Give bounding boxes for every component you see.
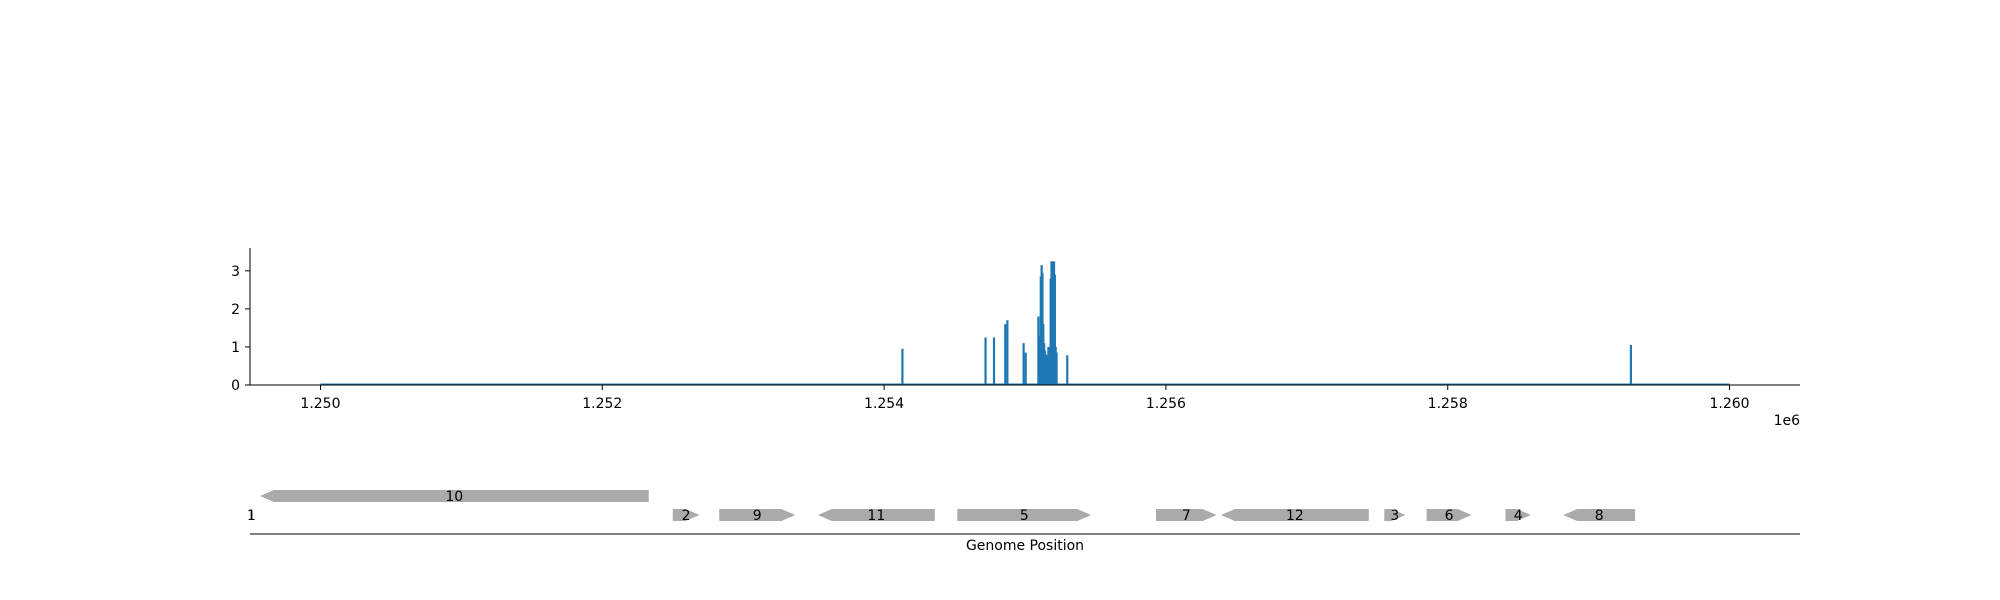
gene-arrow xyxy=(250,509,253,521)
gene-arrow xyxy=(672,509,700,521)
coverage-spikes xyxy=(901,261,1633,385)
gene-arrow xyxy=(1384,509,1406,521)
gene-arrow xyxy=(1156,509,1217,521)
x-tick-label: 1.258 xyxy=(1428,396,1468,412)
gene-arrow xyxy=(719,509,796,521)
gene-track: 1 10 2 9 11 5 7 12 3 6 4 8 Genome Position xyxy=(247,489,1800,554)
gene-label: 2 xyxy=(682,508,691,524)
y-tick-label: 1 xyxy=(231,340,240,356)
x-tick-label: 1.260 xyxy=(1709,396,1749,412)
x-axis-ticks: 1.250 1.252 1.254 1.256 1.258 1.260 xyxy=(300,385,1750,412)
gene-label: 8 xyxy=(1595,508,1604,524)
gene-label: 7 xyxy=(1182,508,1191,524)
gene-label: 11 xyxy=(867,508,885,524)
y-tick-label: 3 xyxy=(231,264,240,280)
x-tick-label: 1.252 xyxy=(582,396,622,412)
gene-arrow xyxy=(957,509,1092,521)
gene-arrow xyxy=(817,509,935,521)
y-tick-label: 2 xyxy=(231,302,240,318)
x-tick-label: 1.250 xyxy=(300,396,340,412)
gene-label: 4 xyxy=(1514,508,1523,524)
gene-label: 3 xyxy=(1390,508,1399,524)
gene-arrow xyxy=(1563,509,1636,521)
gene-label: 1 xyxy=(247,508,256,524)
gene-label: 10 xyxy=(445,489,463,505)
y-axis-ticks: 0 1 2 3 xyxy=(231,264,250,394)
x-tick-label: 1.254 xyxy=(864,396,904,412)
gene-arrow xyxy=(1426,509,1472,521)
x-tick-label: 1.256 xyxy=(1146,396,1186,412)
gene-arrow xyxy=(1505,509,1531,521)
gene-arrow xyxy=(1220,509,1369,521)
gene-label: 12 xyxy=(1286,508,1304,524)
gene-arrow xyxy=(259,490,649,502)
gene-label: 5 xyxy=(1020,508,1029,524)
x-axis-offset-label: 1e6 xyxy=(1774,413,1801,429)
x-axis-title: Genome Position xyxy=(966,538,1084,554)
gene-label: 9 xyxy=(753,508,762,524)
gene-arrows: 1 10 2 9 11 5 7 12 3 6 4 8 xyxy=(247,489,1636,524)
y-tick-label: 0 xyxy=(231,378,240,394)
gene-label: 6 xyxy=(1445,508,1454,524)
coverage-plot: 0 1 2 3 1.250 1.252 1.254 1.256 1.258 1.260 1e6 xyxy=(231,248,1800,429)
